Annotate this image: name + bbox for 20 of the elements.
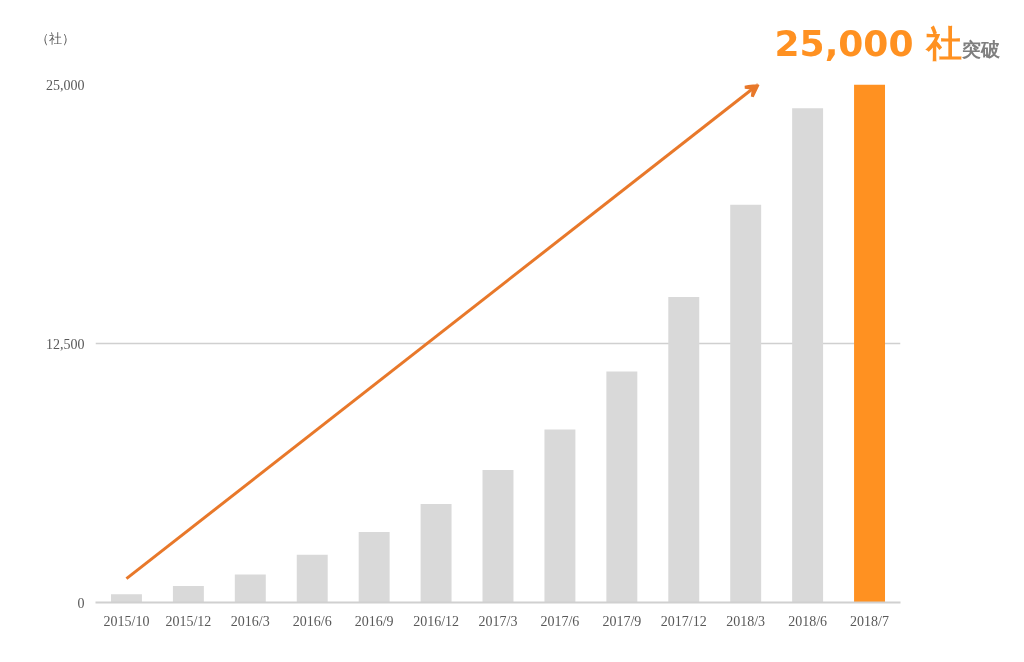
y-tick-label: 25,000 — [46, 77, 85, 93]
x-tick-label: 2015/12 — [165, 613, 212, 629]
y-tick-label: 12,500 — [46, 336, 85, 352]
x-tick-label: 2016/9 — [354, 613, 394, 629]
y-tick-label: 0 — [77, 595, 85, 611]
x-tick-label: 2015/10 — [103, 613, 150, 629]
x-tick-label: 2017/12 — [660, 613, 707, 629]
text: 突破 — [962, 38, 1000, 60]
x-tick-label: 2017/3 — [478, 613, 518, 629]
x-tick-label: 2018/7 — [850, 613, 889, 629]
x-tick-label: 2018/6 — [788, 613, 828, 629]
x-tick-label: 2016/3 — [230, 613, 270, 629]
text: 25,000 社 — [774, 23, 962, 64]
x-tick-label: 2018/3 — [726, 613, 766, 629]
y-axis-title: （社） — [36, 30, 75, 48]
x-tick-label: 2017/9 — [602, 613, 642, 629]
x-tick-label: 2016/6 — [292, 613, 332, 629]
bar — [854, 84, 886, 603]
x-tick-label: 2016/12 — [413, 613, 460, 629]
x-tick-label: 2017/6 — [540, 613, 580, 629]
